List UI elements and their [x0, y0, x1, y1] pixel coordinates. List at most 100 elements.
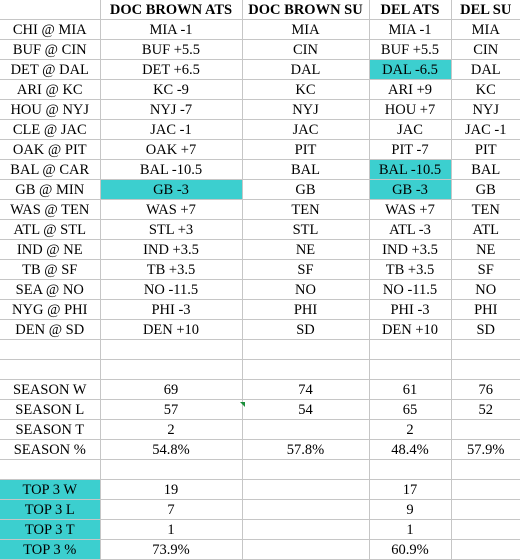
stat-value[interactable] — [450, 519, 520, 540]
pick-cell[interactable]: CIN — [241, 39, 370, 60]
pick-cell[interactable]: PHI -3 — [368, 299, 452, 320]
pick-cell[interactable]: ATL -3 — [368, 219, 452, 240]
empty-cell[interactable] — [368, 359, 452, 380]
pick-cell[interactable]: BAL -10.5 — [99, 159, 243, 180]
stat-label[interactable]: SEASON W — [0, 379, 101, 400]
pick-cell[interactable]: MIA — [241, 19, 370, 40]
pick-cell[interactable]: KC -9 — [99, 79, 243, 100]
pick-cell[interactable]: BAL — [241, 159, 370, 180]
stat-value[interactable]: 54 — [241, 399, 370, 420]
stat-value[interactable]: 1 — [368, 519, 452, 540]
pick-cell[interactable]: TEN — [450, 199, 520, 220]
empty-cell[interactable] — [368, 459, 452, 480]
pick-cell[interactable]: PIT — [241, 139, 370, 160]
matchup-cell[interactable]: NYG @ PHI — [0, 299, 101, 320]
stat-value[interactable]: 69 — [99, 379, 243, 400]
pick-cell[interactable]: NO -11.5 — [99, 279, 243, 300]
pick-cell[interactable]: NYJ — [450, 99, 520, 120]
pick-cell[interactable]: NO — [450, 279, 520, 300]
empty-cell[interactable] — [0, 459, 101, 480]
pick-cell[interactable]: MIA -1 — [368, 19, 452, 40]
pick-cell[interactable]: MIA — [450, 19, 520, 40]
matchup-cell[interactable]: TB @ SF — [0, 259, 101, 280]
stat-label[interactable]: SEASON % — [0, 439, 101, 460]
stat-value[interactable] — [450, 539, 520, 560]
stat-value[interactable] — [241, 419, 370, 440]
pick-cell[interactable]: NO -11.5 — [368, 279, 452, 300]
pick-cell[interactable]: BUF +5.5 — [368, 39, 452, 60]
stat-value[interactable]: 2 — [368, 419, 452, 440]
column-header[interactable]: DOC BROWN ATS — [99, 0, 243, 20]
stat-label[interactable]: TOP 3 T — [0, 519, 101, 540]
stat-value[interactable]: 73.9% — [99, 539, 243, 560]
pick-cell[interactable]: WAS +7 — [99, 199, 243, 220]
pick-cell[interactable]: TB +3.5 — [99, 259, 243, 280]
stat-value[interactable] — [241, 519, 370, 540]
stat-value[interactable] — [241, 499, 370, 520]
pick-cell[interactable]: MIA -1 — [99, 19, 243, 40]
stat-value[interactable]: 48.4% — [368, 439, 452, 460]
matchup-cell[interactable]: BAL @ CAR — [0, 159, 101, 180]
pick-cell[interactable]: NYJ — [241, 99, 370, 120]
pick-cell[interactable]: DEN +10 — [99, 319, 243, 340]
matchup-cell[interactable]: ATL @ STL — [0, 219, 101, 240]
pick-cell[interactable]: IND +3.5 — [368, 239, 452, 260]
pick-cell[interactable]: BUF +5.5 — [99, 39, 243, 60]
pick-cell[interactable]: PIT — [450, 139, 520, 160]
stat-value[interactable]: 54.8% — [99, 439, 243, 460]
pick-cell[interactable]: GB -3 — [99, 179, 243, 200]
pick-cell[interactable]: SD — [450, 319, 520, 340]
matchup-cell[interactable]: CHI @ MIA — [0, 19, 101, 40]
pick-cell[interactable]: IND +3.5 — [99, 239, 243, 260]
pick-cell[interactable]: JAC — [241, 119, 370, 140]
empty-cell[interactable] — [99, 359, 243, 380]
matchup-cell[interactable]: WAS @ TEN — [0, 199, 101, 220]
stat-value[interactable]: 52 — [450, 399, 520, 420]
matchup-cell[interactable]: CLE @ JAC — [0, 119, 101, 140]
stat-value[interactable]: 19 — [99, 479, 243, 500]
stat-value[interactable] — [241, 539, 370, 560]
matchup-cell[interactable]: DET @ DAL — [0, 59, 101, 80]
stat-value[interactable]: 1 — [99, 519, 243, 540]
stat-value[interactable]: 57.9% — [450, 439, 520, 460]
matchup-cell[interactable]: BUF @ CIN — [0, 39, 101, 60]
pick-cell[interactable]: OAK +7 — [99, 139, 243, 160]
empty-cell[interactable] — [241, 339, 370, 360]
stat-value[interactable]: 74 — [241, 379, 370, 400]
stat-label[interactable]: TOP 3 % — [0, 539, 101, 560]
pick-cell[interactable]: KC — [241, 79, 370, 100]
pick-cell[interactable]: NE — [450, 239, 520, 260]
stat-value[interactable]: 57.8% — [241, 439, 370, 460]
pick-cell[interactable]: TB +3.5 — [368, 259, 452, 280]
matchup-cell[interactable]: SEA @ NO — [0, 279, 101, 300]
pick-cell[interactable]: HOU +7 — [368, 99, 452, 120]
pick-cell[interactable]: JAC -1 — [99, 119, 243, 140]
empty-cell[interactable] — [0, 359, 101, 380]
pick-cell[interactable]: DAL -6.5 — [368, 59, 452, 80]
stat-value[interactable] — [450, 499, 520, 520]
pick-cell[interactable]: PHI — [450, 299, 520, 320]
stat-value[interactable] — [450, 419, 520, 440]
matchup-cell[interactable]: HOU @ NYJ — [0, 99, 101, 120]
pick-cell[interactable]: NE — [241, 239, 370, 260]
pick-cell[interactable]: GB — [241, 179, 370, 200]
empty-cell[interactable] — [450, 459, 520, 480]
pick-cell[interactable]: ARI +9 — [368, 79, 452, 100]
matchup-cell[interactable]: IND @ NE — [0, 239, 101, 260]
pick-cell[interactable]: PIT -7 — [368, 139, 452, 160]
stat-value[interactable]: 61 — [368, 379, 452, 400]
pick-cell[interactable]: TEN — [241, 199, 370, 220]
pick-cell[interactable]: BAL -10.5 — [368, 159, 452, 180]
stat-value[interactable]: 9 — [368, 499, 452, 520]
empty-cell[interactable] — [0, 339, 101, 360]
pick-cell[interactable]: DAL — [241, 59, 370, 80]
pick-cell[interactable]: DEN +10 — [368, 319, 452, 340]
pick-cell[interactable]: STL +3 — [99, 219, 243, 240]
empty-cell[interactable] — [241, 459, 370, 480]
pick-cell[interactable]: DAL — [450, 59, 520, 80]
pick-cell[interactable]: STL — [241, 219, 370, 240]
stat-label[interactable]: SEASON L — [0, 399, 101, 420]
pick-cell[interactable]: WAS +7 — [368, 199, 452, 220]
pick-cell[interactable]: ATL — [450, 219, 520, 240]
stat-label[interactable]: TOP 3 L — [0, 499, 101, 520]
